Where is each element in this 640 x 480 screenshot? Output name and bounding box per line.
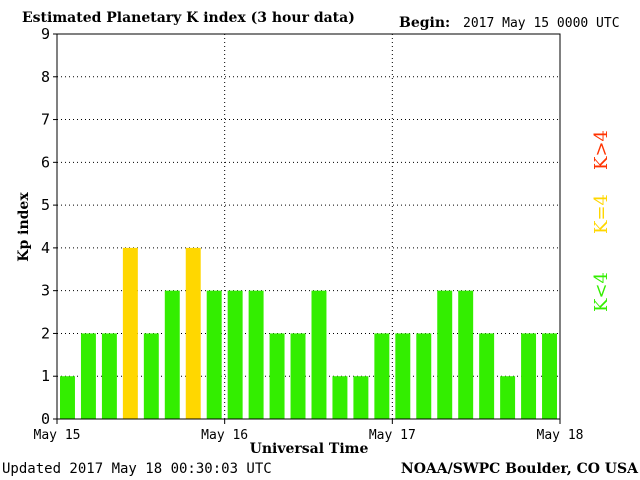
kp-bar [374,333,390,419]
kp-bar [500,376,516,419]
y-axis: 0 1 2 3 4 5 6 7 8 9 [41,25,57,428]
y-tick-label: 7 [41,111,50,129]
kp-bar [185,247,201,419]
kp-bar [227,290,243,419]
y-tick-label: 8 [41,68,50,86]
y-tick-label: 2 [41,324,50,342]
y-tick-label: 6 [41,153,50,171]
chart-title: Estimated Planetary K index (3 hour data… [22,10,355,26]
kp-bar [332,376,348,419]
x-tick-label: May 15 [34,428,81,443]
kp-bar [458,290,474,419]
y-tick-label: 3 [41,282,50,300]
kp-bar [143,333,159,419]
kp-bar [416,333,432,419]
kp-bar [542,333,557,419]
kp-bar [311,290,327,419]
y-tick-label: 4 [41,239,50,257]
grid-lines [57,34,560,419]
kp-bar [395,333,411,419]
kp-bar [290,333,306,419]
kp-bar [206,290,222,419]
y-tick-label: 5 [41,196,50,214]
x-tick-label: May 16 [201,428,248,443]
bars [60,247,557,419]
legend-k-below-4: K<4 [591,272,612,312]
y-tick-label: 9 [41,25,50,43]
begin-label: Begin: [399,15,450,31]
kp-bar [353,376,369,419]
updated-timestamp: Updated 2017 May 18 00:30:03 UTC [2,461,272,477]
y-tick-label: 1 [41,367,50,385]
legend-k-equal-4: K=4 [591,194,612,234]
x-axis: May 15 May 16 May 17 May 18 [34,419,584,443]
y-tick-label: 0 [41,410,50,428]
kp-bar [122,247,138,419]
x-tick-label: May 18 [537,428,584,443]
begin-value: 2017 May 15 0000 UTC [463,16,620,31]
plot-frame [56,33,561,420]
kp-bar [437,290,453,419]
kp-bar [521,333,537,419]
kp-bar [60,376,75,419]
source-credit: NOAA/SWPC Boulder, CO USA [401,461,639,477]
kp-bar [101,333,117,419]
kp-bar [164,290,180,419]
y-axis-label: Kp index [16,192,32,262]
x-tick-label: May 17 [369,428,416,443]
kp-bar [269,333,285,419]
x-axis-label: Universal Time [250,441,369,457]
kp-bar [80,333,96,419]
legend-k-above-4: K>4 [591,130,612,170]
kp-bar [479,333,495,419]
kp-bar [248,290,264,419]
